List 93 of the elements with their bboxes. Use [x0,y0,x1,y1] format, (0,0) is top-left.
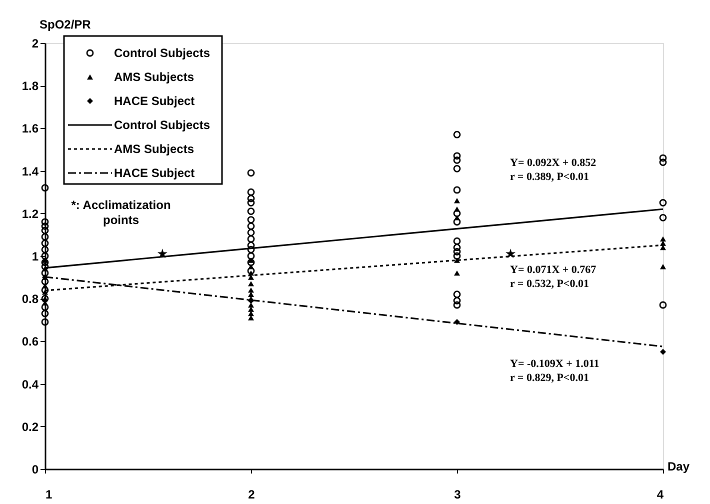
point [41,240,49,247]
x-tick-label: 3 [454,488,462,502]
point [248,287,254,293]
point [247,208,255,215]
point [454,270,460,276]
point [453,152,461,160]
point [454,198,460,204]
y-tick-label: 0.2 [22,420,39,434]
annotation: *: Acclimatization points [71,198,171,227]
point [454,206,460,212]
point [453,130,461,138]
point [247,235,255,243]
point [247,169,255,177]
point [41,222,49,230]
annotation: r = 0.389, P<0.01 [510,171,589,183]
x-tick-label: 4 [656,488,664,502]
point [41,278,49,286]
annotation: r = 0.829, P<0.01 [510,372,589,384]
annotation: r = 0.532, P<0.01 [510,278,589,290]
legend-label: AMS Subjects [114,142,194,156]
point [247,194,255,202]
point [41,233,49,241]
point [42,290,48,295]
point [247,222,255,230]
point [453,218,461,226]
point [247,258,255,266]
point [660,264,666,270]
point [42,283,48,288]
y-tick-label: 0 [32,462,39,476]
point [41,318,49,326]
y-tick-label: 1.8 [22,79,39,94]
point [454,258,460,263]
point [454,215,460,220]
y-tick-label: 1.4 [22,164,39,178]
point [453,248,461,256]
point [453,156,461,164]
annotation: Y= 0.092X + 0.852 [510,157,597,169]
point [247,216,255,224]
point [453,252,461,260]
point [659,214,667,222]
point [41,286,49,294]
point [453,301,461,309]
y-tick-label: 1 [32,250,39,264]
point [41,310,49,318]
point [659,154,667,162]
point [41,303,49,311]
y-axis-title: SpO2/PR [40,18,92,32]
y-tick-label: 0.4 [22,377,39,392]
point [248,258,254,263]
x-tick-label: 1 [46,488,52,502]
y-tick-label: 0.6 [22,334,39,349]
point [659,199,667,206]
legend-label: Control Subjects [114,46,210,60]
y-tick-label: 2 [32,36,39,50]
point [660,348,666,355]
point [41,246,49,254]
point [247,246,255,254]
x-axis-title: Day [668,460,690,474]
x-tick-label: 2 [248,488,256,502]
legend-label: HACE Subject [114,166,195,180]
point [247,188,255,196]
point [247,199,255,206]
point [42,266,48,272]
point [41,252,49,260]
point [41,226,49,234]
point [247,228,255,236]
point [247,267,255,275]
y-tick-label: 1.2 [22,206,39,221]
point [454,319,460,326]
point [453,164,461,172]
point [41,218,49,226]
point [41,258,49,266]
point [41,184,49,192]
point [453,297,461,304]
point [453,290,461,298]
point [659,158,667,166]
point [660,236,666,242]
legend-label: AMS Subjects [114,70,194,84]
point [453,244,461,252]
point [41,269,49,277]
y-tick-label: 1.6 [22,122,39,136]
point [659,301,667,309]
point [248,281,254,286]
point [248,264,254,270]
point [453,186,461,194]
point [453,237,461,245]
legend-label: HACE Subject [114,94,195,108]
point [247,252,255,260]
y-tick-label: 0.8 [22,292,39,306]
annotation: Y= -0.109X + 1.011 [510,358,600,370]
annotation: Y= 0.071X + 0.767 [510,264,597,276]
legend-label: Control Subjects [114,118,210,132]
point [453,210,461,218]
